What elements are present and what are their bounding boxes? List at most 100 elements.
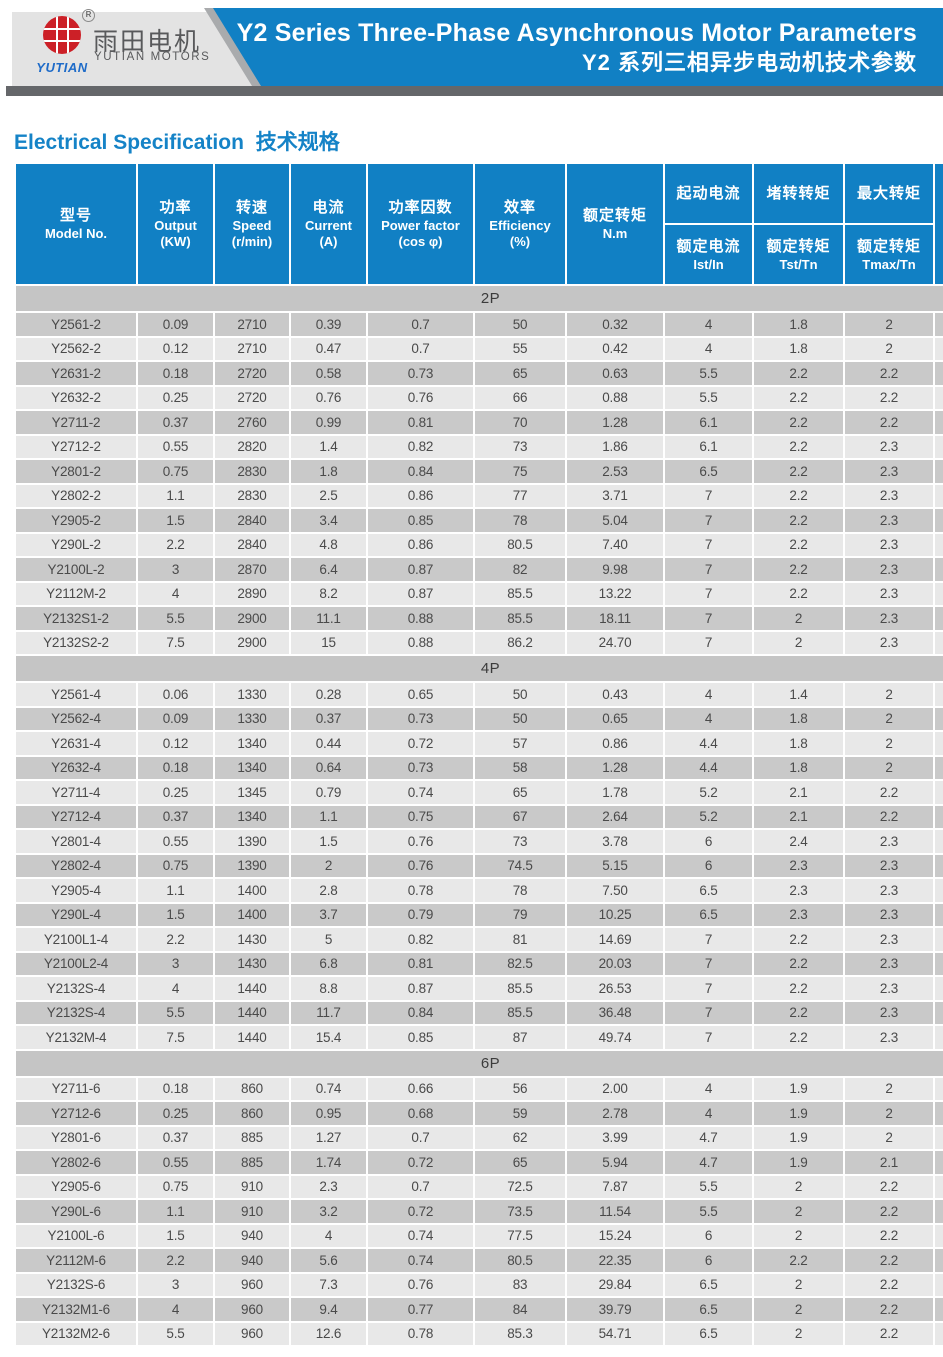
value-cell: 67 xyxy=(475,805,565,828)
value-cell: 0.81 xyxy=(368,411,473,434)
model-cell: Y2712-6 xyxy=(16,1102,136,1125)
value-cell: 2 xyxy=(291,854,366,877)
value-cell: 78 xyxy=(475,879,565,902)
value-cell: 2.1 xyxy=(754,805,843,828)
value-cell: 2.2 xyxy=(845,805,933,828)
clipped-edge-cell xyxy=(935,337,943,360)
value-cell: 49.74 xyxy=(567,1026,663,1049)
value-cell: 20.03 xyxy=(567,952,663,975)
model-cell: Y2112M-2 xyxy=(16,582,136,605)
value-cell: 2.3 xyxy=(845,879,933,902)
value-cell: 2.2 xyxy=(845,781,933,804)
value-cell: 960 xyxy=(215,1298,289,1321)
value-cell: 1340 xyxy=(215,805,289,828)
value-cell: 2.2 xyxy=(845,1298,933,1321)
col-header-tst-tn: 额定转矩 Tst/Tn xyxy=(754,225,843,284)
value-cell: 5.5 xyxy=(665,1175,752,1198)
value-cell: 0.88 xyxy=(368,607,473,630)
value-cell: 36.48 xyxy=(567,1001,663,1024)
value-cell: 0.66 xyxy=(368,1077,473,1100)
value-cell: 4 xyxy=(291,1224,366,1247)
table-row: Y2132M1-6 4 960 9.4 0.77 84 39.79 6.5 2 2.2 xyxy=(16,1298,943,1321)
value-cell: 1.9 xyxy=(754,1126,843,1149)
section-band: 2P xyxy=(16,286,943,311)
value-cell: 4.7 xyxy=(665,1126,752,1149)
value-cell: 1.8 xyxy=(754,707,843,730)
value-cell: 2 xyxy=(845,1102,933,1125)
value-cell: 50 xyxy=(475,313,565,336)
value-cell: 3.78 xyxy=(567,830,663,853)
model-cell: Y2905-4 xyxy=(16,879,136,902)
value-cell: 885 xyxy=(215,1151,289,1174)
value-cell: 860 xyxy=(215,1077,289,1100)
value-cell: 1.1 xyxy=(291,805,366,828)
value-cell: 1.1 xyxy=(138,484,213,507)
value-cell: 1340 xyxy=(215,756,289,779)
value-cell: 5.2 xyxy=(665,781,752,804)
value-cell: 70 xyxy=(475,411,565,434)
value-cell: 0.95 xyxy=(291,1102,366,1125)
value-cell: 9.98 xyxy=(567,558,663,581)
value-cell: 0.28 xyxy=(291,683,366,706)
value-cell: 7 xyxy=(665,631,752,654)
model-cell: Y2711-2 xyxy=(16,411,136,434)
value-cell: 2.2 xyxy=(138,533,213,556)
value-cell: 2.4 xyxy=(754,830,843,853)
clipped-edge-cell xyxy=(935,977,943,1000)
table-row: Y2631-4 0.12 1340 0.44 0.72 57 0.86 4.4 1.8 2 xyxy=(16,732,943,755)
value-cell: 6.1 xyxy=(665,435,752,458)
value-cell: 2.5 xyxy=(291,484,366,507)
table-row: Y2712-2 0.55 2820 1.4 0.82 73 1.86 6.1 2.2 2.3 xyxy=(16,435,943,458)
clipped-edge-cell xyxy=(935,1026,943,1049)
value-cell: 0.7 xyxy=(368,337,473,360)
value-cell: 2.3 xyxy=(845,533,933,556)
value-cell: 55 xyxy=(475,337,565,360)
model-cell: Y2801-2 xyxy=(16,460,136,483)
value-cell: 7 xyxy=(665,484,752,507)
value-cell: 5 xyxy=(291,928,366,951)
value-cell: 62 xyxy=(475,1126,565,1149)
value-cell: 3 xyxy=(138,558,213,581)
value-cell: 2.2 xyxy=(754,1249,843,1272)
model-cell: Y2132M-4 xyxy=(16,1026,136,1049)
value-cell: 2 xyxy=(845,1126,933,1149)
value-cell: 10.25 xyxy=(567,903,663,926)
value-cell: 1.5 xyxy=(291,830,366,853)
value-cell: 2 xyxy=(845,707,933,730)
value-cell: 5.5 xyxy=(138,1001,213,1024)
table-row: Y2905-2 1.5 2840 3.4 0.85 78 5.04 7 2.2 2.3 xyxy=(16,509,943,532)
value-cell: 1.5 xyxy=(138,1224,213,1247)
col-header-starting-current: 起动电流 xyxy=(665,164,752,223)
clipped-edge-cell xyxy=(935,952,943,975)
value-cell: 0.76 xyxy=(368,386,473,409)
value-cell: 2.2 xyxy=(845,1273,933,1296)
value-cell: 7 xyxy=(665,928,752,951)
value-cell: 1.4 xyxy=(754,683,843,706)
spec-table: 型号 Model No. 功率 Output (KW) 转速 Speed (r/… xyxy=(14,162,943,1347)
value-cell: 2.00 xyxy=(567,1077,663,1100)
model-cell: Y2711-4 xyxy=(16,781,136,804)
value-cell: 24.70 xyxy=(567,631,663,654)
value-cell: 3 xyxy=(138,952,213,975)
value-cell: 2.2 xyxy=(754,460,843,483)
table-row: Y2711-2 0.37 2760 0.99 0.81 70 1.28 6.1 2.2 2.2 xyxy=(16,411,943,434)
value-cell: 5.5 xyxy=(665,362,752,385)
value-cell: 4 xyxy=(665,707,752,730)
value-cell: 0.78 xyxy=(368,879,473,902)
value-cell: 1390 xyxy=(215,854,289,877)
clipped-edge-header xyxy=(935,164,943,284)
value-cell: 39.79 xyxy=(567,1298,663,1321)
value-cell: 0.82 xyxy=(368,928,473,951)
clipped-edge-cell xyxy=(935,903,943,926)
value-cell: 5.94 xyxy=(567,1151,663,1174)
value-cell: 0.18 xyxy=(138,362,213,385)
value-cell: 0.65 xyxy=(368,683,473,706)
value-cell: 80.5 xyxy=(475,533,565,556)
table-row: Y2112M-2 4 2890 8.2 0.87 85.5 13.22 7 2.2 2.3 xyxy=(16,582,943,605)
value-cell: 2 xyxy=(754,1273,843,1296)
value-cell: 1345 xyxy=(215,781,289,804)
clipped-edge-cell xyxy=(935,1273,943,1296)
value-cell: 75 xyxy=(475,460,565,483)
col-header-current: 电流 Current (A) xyxy=(291,164,366,284)
value-cell: 15 xyxy=(291,631,366,654)
